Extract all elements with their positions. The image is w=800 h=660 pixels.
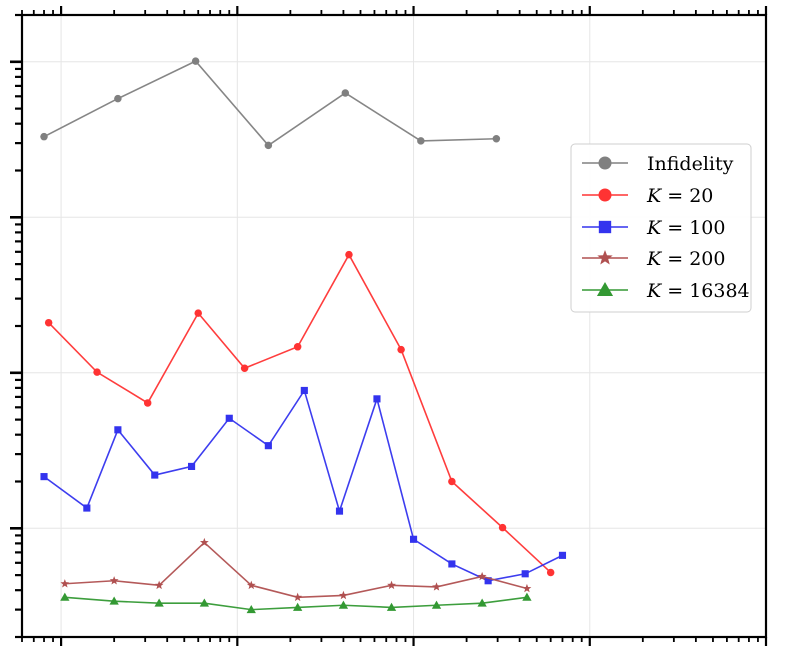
legend-marker — [597, 249, 613, 265]
data-point — [40, 132, 48, 141]
series-line — [48, 253, 552, 574]
data-point — [522, 592, 532, 601]
legend-label: Infidelity — [647, 153, 734, 175]
legend-marker — [598, 188, 612, 202]
series-0 — [40, 57, 501, 150]
data-point — [40, 473, 48, 481]
data-point — [154, 598, 164, 607]
data-point — [300, 386, 308, 395]
data-point — [264, 442, 272, 450]
data-point — [188, 462, 196, 470]
data-point — [432, 582, 441, 591]
grid — [22, 15, 767, 637]
legend-label: K = 16384 — [646, 280, 750, 302]
data-point — [431, 600, 442, 609]
data-point — [477, 571, 487, 581]
data-point — [345, 250, 353, 259]
legend-entry: K = 16384 — [582, 280, 750, 302]
axis-ticks — [10, 6, 768, 646]
legend-marker — [598, 220, 612, 234]
plot-area — [40, 57, 567, 614]
data-point — [93, 368, 101, 376]
data-point — [521, 570, 529, 578]
data-point — [387, 580, 396, 590]
series-line — [43, 60, 497, 147]
data-point — [143, 399, 152, 407]
data-point — [293, 343, 302, 351]
data-point — [293, 592, 303, 602]
data-point — [151, 471, 159, 479]
data-point — [546, 568, 555, 577]
legend-entry: Infidelity — [582, 153, 734, 175]
series-3 — [60, 537, 532, 602]
data-point — [477, 598, 487, 607]
legend-entry: K = 20 — [582, 185, 713, 207]
plot-frame — [20, 13, 768, 639]
data-point — [240, 364, 249, 372]
data-point — [448, 477, 456, 486]
series-line — [64, 541, 528, 599]
data-point — [109, 596, 119, 605]
data-point — [191, 57, 200, 65]
data-point — [293, 602, 303, 611]
data-point — [246, 580, 256, 590]
data-point — [335, 507, 344, 515]
data-point — [109, 576, 119, 585]
legend-box — [570, 143, 752, 313]
data-point — [199, 537, 209, 547]
data-point — [492, 135, 501, 143]
data-point — [338, 600, 349, 609]
legend-label: K = 100 — [646, 217, 725, 239]
legend-entry: K = 200 — [582, 248, 725, 270]
data-point — [199, 598, 210, 607]
data-point — [194, 309, 202, 317]
data-point — [264, 141, 273, 150]
data-point — [448, 560, 456, 568]
series-2 — [40, 386, 567, 585]
data-point — [114, 426, 122, 434]
legend-marker — [598, 156, 612, 170]
legend-label: K = 200 — [646, 248, 725, 270]
data-point — [522, 583, 532, 593]
legend: Infidelity K = 20 K = 100 K = 200 K = 16384 — [570, 143, 752, 313]
data-point — [341, 89, 350, 97]
legend-entry: K = 100 — [582, 217, 725, 239]
data-point — [386, 602, 397, 611]
series-1 — [44, 250, 555, 577]
data-point — [409, 535, 418, 543]
data-point — [558, 551, 567, 559]
legend-marker — [596, 281, 614, 297]
data-point — [44, 318, 53, 327]
data-point — [154, 580, 164, 590]
data-point — [397, 345, 405, 354]
data-point — [339, 590, 348, 600]
data-point — [246, 604, 256, 614]
data-point — [60, 579, 70, 588]
data-point — [484, 577, 492, 585]
data-point — [60, 592, 70, 601]
data-point — [114, 94, 122, 103]
series-line — [43, 388, 563, 582]
data-point — [83, 504, 91, 512]
data-point — [373, 395, 381, 403]
series-4 — [60, 592, 532, 614]
legend-label: K = 20 — [646, 185, 713, 207]
data-point — [417, 137, 425, 145]
data-point — [498, 523, 507, 532]
data-point — [225, 414, 233, 422]
